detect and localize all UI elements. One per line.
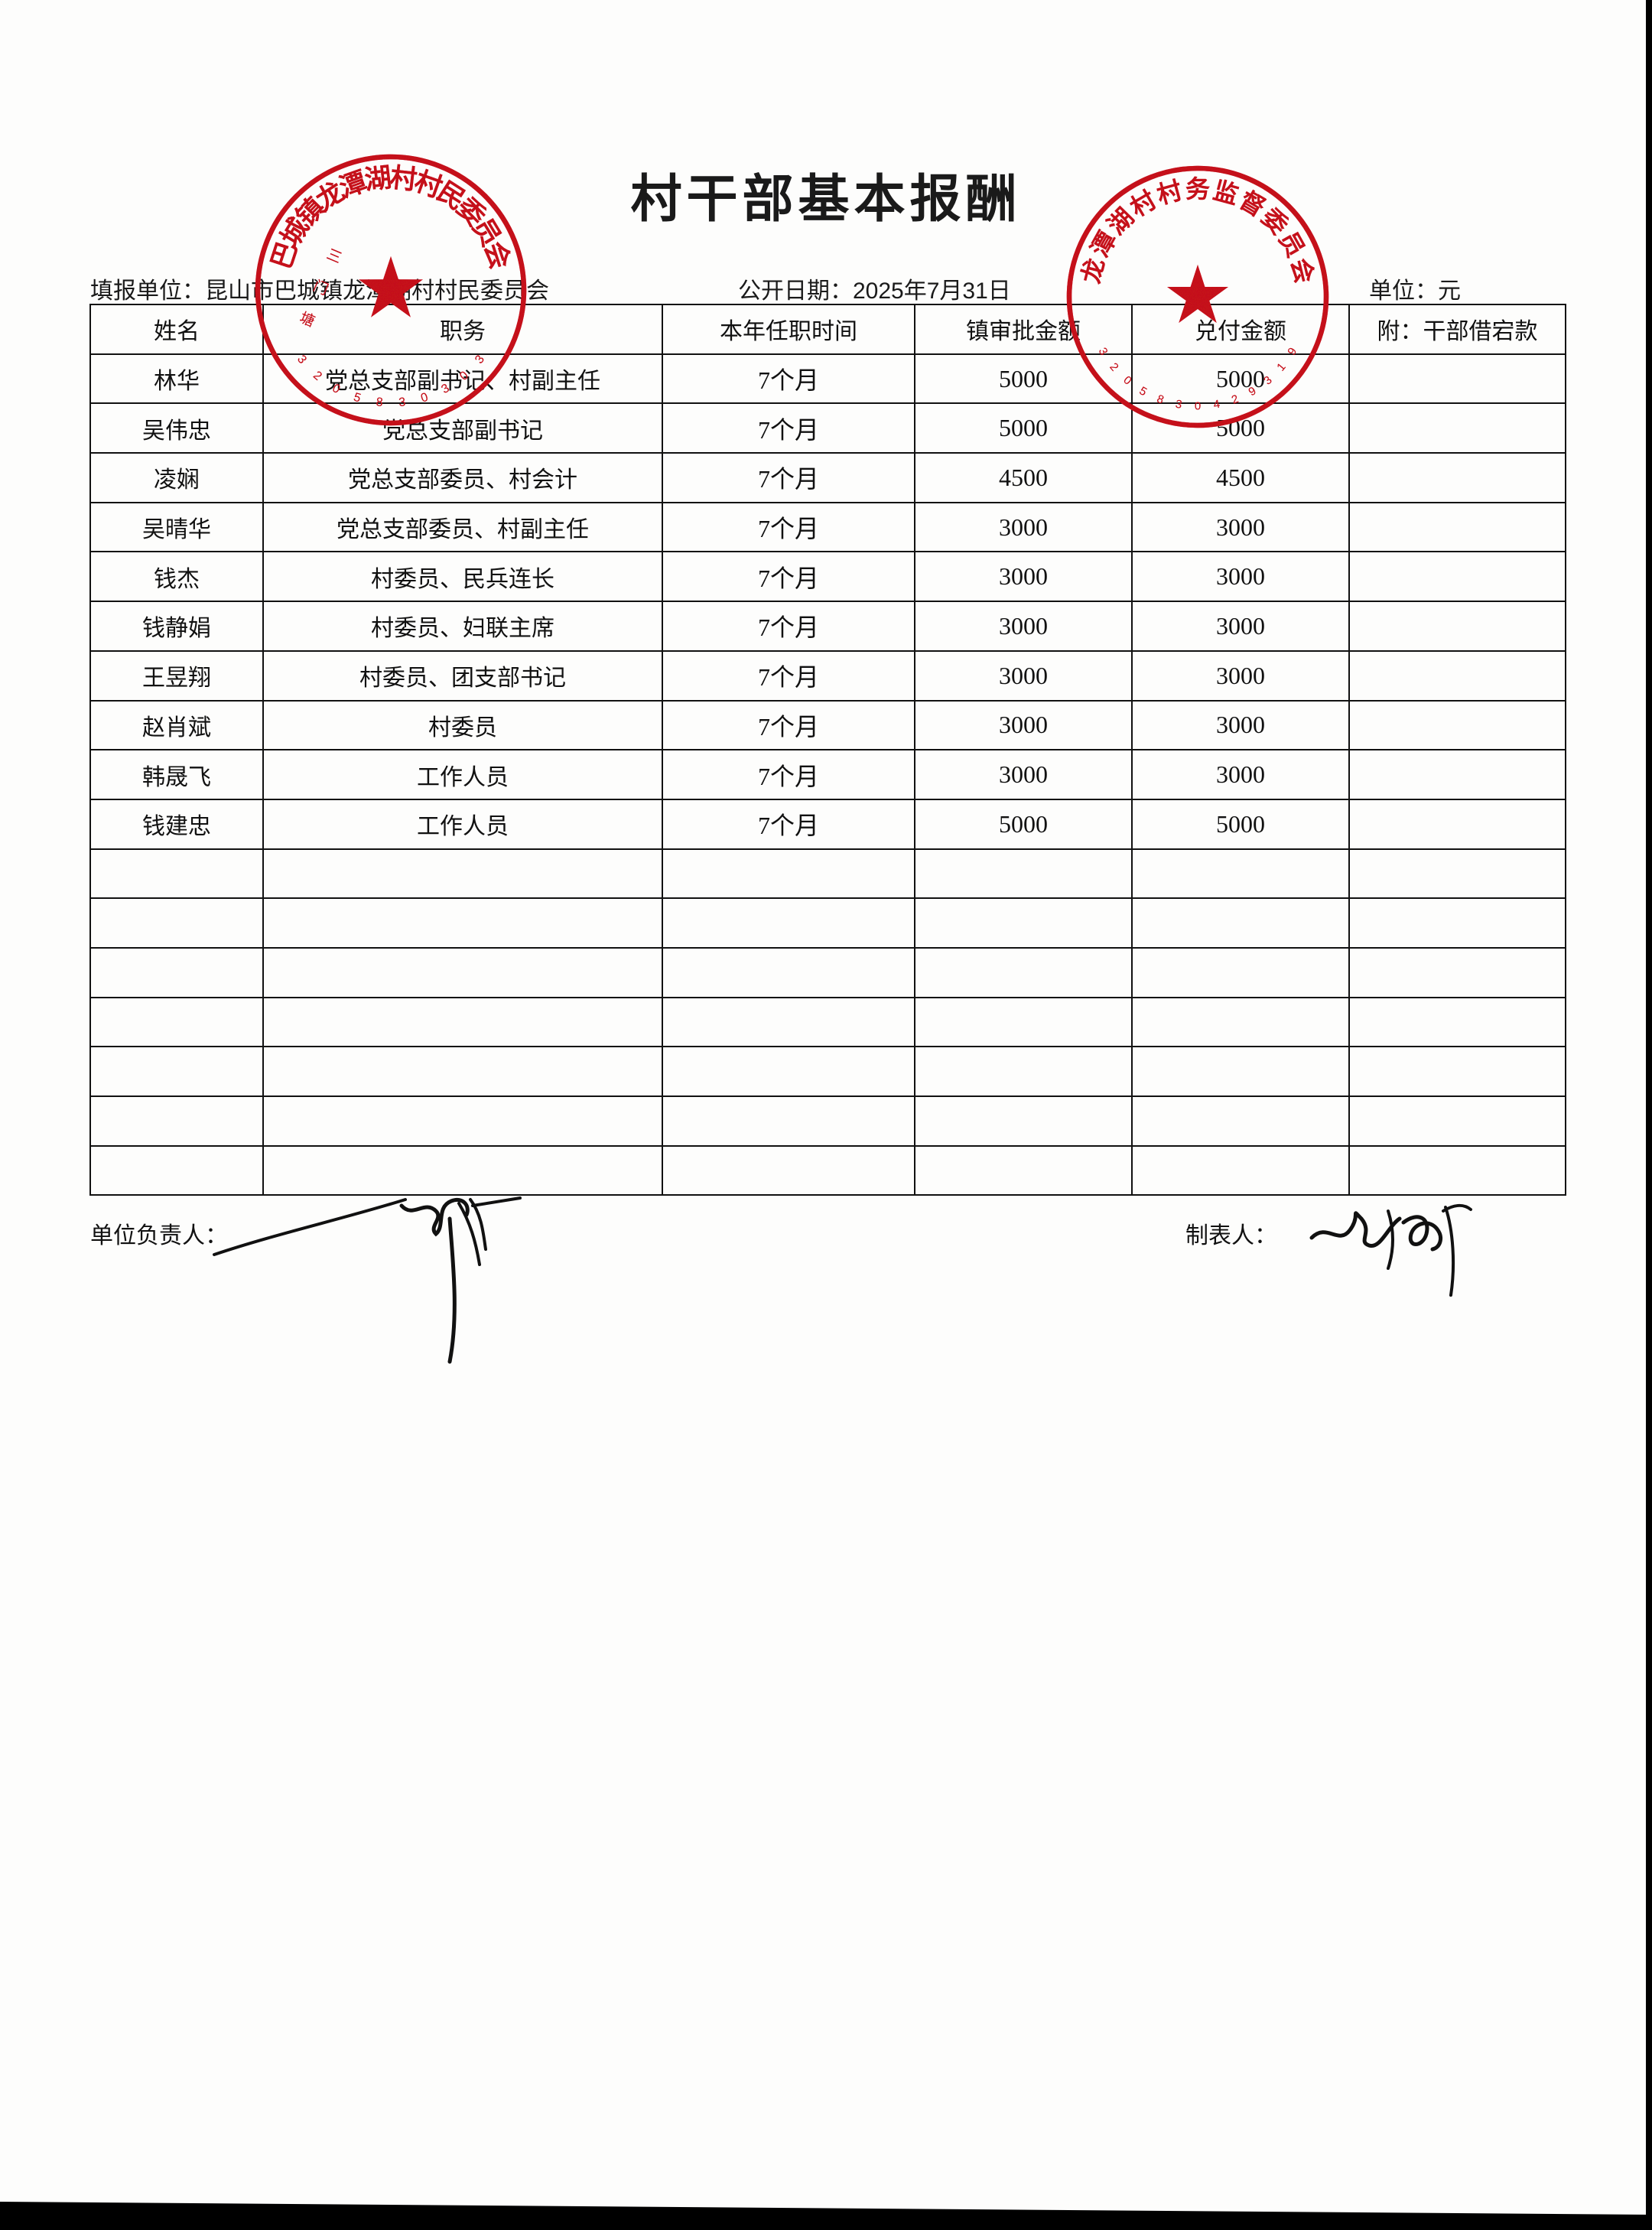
svg-text:村: 村 <box>1154 176 1185 209</box>
svg-text:3: 3 <box>439 382 451 396</box>
svg-text:4: 4 <box>1212 398 1221 412</box>
svg-text:0: 0 <box>419 391 430 405</box>
svg-text:5: 5 <box>1137 384 1150 399</box>
svg-text:监: 监 <box>1211 176 1241 209</box>
svg-text:1: 1 <box>1274 360 1288 373</box>
svg-text:5: 5 <box>352 391 363 405</box>
svg-text:8: 8 <box>1155 392 1166 407</box>
svg-text:8: 8 <box>376 396 384 409</box>
svg-text:会: 会 <box>1286 256 1319 286</box>
svg-text:9: 9 <box>1247 384 1259 399</box>
svg-text:9: 9 <box>1285 346 1299 358</box>
svg-text:0: 0 <box>1195 400 1201 413</box>
svg-text:3: 3 <box>1175 398 1183 412</box>
svg-text:3: 3 <box>1096 346 1111 358</box>
svg-text:3: 3 <box>398 396 407 409</box>
svg-text:2: 2 <box>311 369 324 383</box>
svg-text:3: 3 <box>294 353 309 366</box>
svg-text:务: 务 <box>1185 175 1210 203</box>
svg-text:2: 2 <box>1107 360 1120 373</box>
svg-text:塘: 塘 <box>298 309 317 330</box>
svg-text:3: 3 <box>1261 373 1274 387</box>
svg-text:门: 门 <box>311 278 330 299</box>
svg-text:0: 0 <box>330 382 342 396</box>
svg-text:龙: 龙 <box>1077 256 1110 286</box>
svg-text:0: 0 <box>1120 373 1133 387</box>
svg-text:0: 0 <box>457 369 471 383</box>
svg-text:3: 3 <box>473 353 487 366</box>
svg-text:2: 2 <box>1230 392 1241 407</box>
svg-text:三: 三 <box>324 246 344 267</box>
